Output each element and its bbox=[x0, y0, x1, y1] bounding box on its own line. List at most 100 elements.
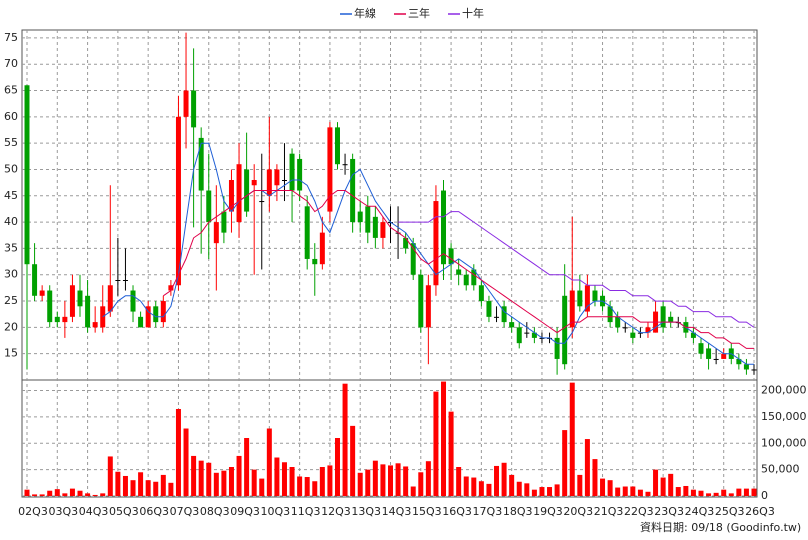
volume-bar bbox=[433, 391, 439, 496]
candle-body bbox=[471, 269, 477, 286]
volume-bar bbox=[524, 483, 530, 496]
candle-body bbox=[456, 269, 462, 275]
volume-bar bbox=[39, 494, 45, 496]
volume-bar bbox=[342, 383, 348, 496]
x-tick-label: 12Q3 bbox=[321, 505, 351, 518]
volume-bar bbox=[463, 476, 469, 496]
volume-bar bbox=[357, 472, 363, 496]
y-tick-label: 55 bbox=[4, 136, 18, 149]
candle-body bbox=[312, 258, 318, 265]
candle-body bbox=[32, 264, 38, 296]
candle-body bbox=[206, 190, 212, 223]
volume-bar bbox=[32, 494, 38, 496]
candle-body bbox=[160, 301, 166, 323]
volume-bar bbox=[675, 487, 681, 496]
volume-bar bbox=[645, 491, 651, 496]
volume-bar bbox=[206, 462, 212, 496]
x-tick-label: 10Q3 bbox=[261, 505, 291, 518]
candle-body bbox=[327, 127, 333, 212]
x-tick-label: 24Q3 bbox=[685, 505, 715, 518]
candle-body bbox=[39, 290, 45, 296]
volume-bar bbox=[92, 494, 98, 496]
x-tick-label: 23Q3 bbox=[654, 505, 684, 518]
ma-line bbox=[163, 190, 754, 349]
x-tick-label: 26Q3 bbox=[745, 505, 775, 518]
x-tick-label: 09Q3 bbox=[230, 505, 260, 518]
volume-bar bbox=[168, 482, 174, 496]
volume-bar bbox=[456, 467, 462, 496]
volume-bar bbox=[418, 472, 424, 496]
candle-body bbox=[524, 332, 530, 334]
volume-bar bbox=[380, 464, 386, 496]
candle-body bbox=[690, 332, 696, 338]
candle-body bbox=[637, 332, 643, 334]
candle-body bbox=[236, 164, 242, 223]
candle-body bbox=[562, 295, 568, 365]
candle-body bbox=[130, 290, 136, 312]
volume-bar bbox=[62, 493, 68, 496]
x-tick-label: 07Q3 bbox=[170, 505, 200, 518]
volume-bar bbox=[660, 477, 666, 496]
candle-body bbox=[403, 237, 409, 249]
volume-bar bbox=[395, 463, 401, 496]
volume-bar bbox=[259, 478, 265, 496]
volume-bar bbox=[562, 430, 568, 496]
volume-bar bbox=[160, 474, 166, 496]
candle-body bbox=[592, 290, 598, 302]
x-tick-label: 18Q3 bbox=[503, 505, 533, 518]
ma-line bbox=[398, 211, 755, 328]
candle-body bbox=[304, 206, 310, 259]
volume-bar bbox=[600, 478, 606, 496]
volume-bar bbox=[509, 474, 515, 496]
candle-body bbox=[281, 180, 287, 181]
candle-body bbox=[433, 201, 439, 286]
candle-body bbox=[668, 316, 674, 323]
candle-body bbox=[350, 158, 356, 223]
volume-bar bbox=[251, 469, 257, 496]
volume-bar bbox=[138, 472, 144, 496]
legend-label: 三年 bbox=[408, 6, 430, 20]
volume-bar bbox=[410, 486, 416, 496]
y-tick-label: 70 bbox=[4, 57, 18, 70]
candle-body bbox=[630, 332, 636, 338]
candle-body bbox=[297, 158, 303, 191]
candle-body bbox=[115, 280, 121, 281]
x-tick-label: 22Q3 bbox=[624, 505, 654, 518]
x-tick-label: 04Q3 bbox=[79, 505, 109, 518]
candle-body bbox=[289, 153, 295, 191]
candle-body bbox=[334, 127, 340, 165]
candle-body bbox=[357, 211, 363, 223]
volume-bar bbox=[281, 462, 287, 496]
volume-bar bbox=[122, 475, 128, 496]
y-tick-label: 60 bbox=[4, 110, 18, 123]
candle-body bbox=[145, 306, 151, 328]
volume-bar bbox=[539, 487, 545, 496]
candle-body bbox=[516, 327, 522, 344]
candle-body bbox=[92, 322, 98, 328]
candle-body bbox=[463, 274, 469, 286]
volume-bar bbox=[592, 459, 598, 496]
candle-body bbox=[319, 232, 325, 265]
candle-body bbox=[478, 285, 484, 302]
volume-bar bbox=[388, 465, 393, 496]
candle-body bbox=[531, 332, 537, 338]
candle-body bbox=[425, 285, 431, 328]
volume-bar bbox=[584, 439, 590, 496]
candle-body bbox=[62, 316, 68, 323]
candle-body bbox=[54, 316, 60, 323]
candle-body bbox=[721, 353, 727, 359]
candle-body bbox=[751, 369, 757, 371]
legend-label: 十年 bbox=[462, 6, 484, 20]
volume-bar bbox=[441, 381, 447, 496]
y2-tick-label: 150,000 bbox=[761, 410, 807, 423]
x-tick-label: 16Q3 bbox=[442, 505, 472, 518]
volume-bar bbox=[630, 486, 636, 496]
candle-body bbox=[274, 169, 280, 186]
volume-bar bbox=[24, 489, 30, 496]
volume-bar bbox=[372, 460, 378, 496]
x-tick-label: 11Q3 bbox=[291, 505, 321, 518]
volume-bar bbox=[266, 428, 272, 496]
volume-bar bbox=[115, 471, 121, 496]
volume-bar bbox=[501, 462, 507, 496]
